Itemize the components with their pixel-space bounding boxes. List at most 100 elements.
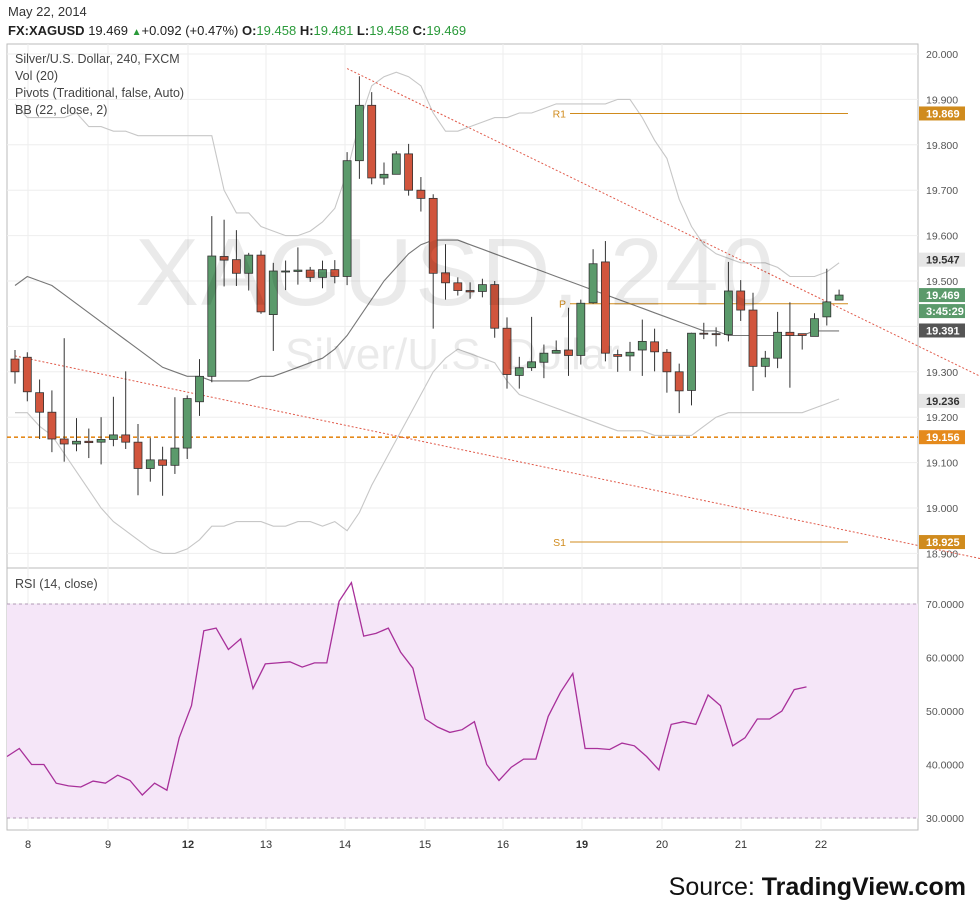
support-price-tag-bg (919, 430, 965, 445)
r1-price-tag: 19.869 (926, 108, 960, 120)
x-tick-label: 12 (182, 839, 194, 851)
series-title: Silver/U.S. Dollar, 240, FXCM (15, 52, 180, 66)
candle-body (35, 392, 44, 413)
source-prefix: Source: (668, 873, 762, 901)
candle-body (662, 351, 672, 373)
candle-body (281, 270, 291, 273)
candle-body (650, 341, 659, 353)
candle-body (219, 256, 229, 261)
candle-body (441, 272, 450, 284)
candle-body (428, 197, 438, 274)
rsi-tick-label: 50.0000 (926, 706, 964, 718)
r1-price-tag-bg (919, 106, 965, 121)
close-label: C: (412, 23, 427, 38)
support-price-tag: 19.156 (926, 432, 960, 444)
candle-body (293, 269, 303, 272)
candle-body (576, 302, 586, 356)
price-tick-label: 18.900 (926, 548, 958, 560)
candle-body (637, 340, 647, 351)
bb-legend: BB (22, close, 2) (15, 103, 108, 117)
candle-body (613, 354, 623, 357)
candle-body (404, 153, 414, 191)
x-tick-label: 8 (25, 839, 31, 851)
pivot-label-P: P (559, 299, 566, 311)
candle-body (318, 269, 327, 278)
candle-body (22, 356, 32, 393)
pivot-label-S1: S1 (553, 537, 566, 549)
candle-body (268, 270, 278, 315)
symbol[interactable]: FX:XAGUSD (8, 23, 85, 38)
candle-body (256, 254, 266, 313)
candle-body (354, 104, 364, 162)
candle-body (379, 173, 389, 179)
candle-body (72, 440, 81, 445)
last-price-tag: 19.469 (926, 290, 960, 302)
source-brand[interactable]: TradingView.com (761, 873, 966, 901)
price-change: +0.092 (+0.47%) (141, 23, 239, 38)
candle-body (59, 438, 69, 445)
price-tick-label: 19.900 (926, 94, 958, 106)
candle-body (158, 459, 168, 466)
candle-body (736, 290, 746, 311)
price-tick-label: 19.300 (926, 367, 958, 379)
candle-body (748, 309, 758, 367)
watermark-symbol: XAGUSD, 240 (135, 219, 776, 326)
candle-body (822, 301, 832, 318)
rsi-tick-label: 70.0000 (926, 599, 964, 611)
candle-body (416, 189, 426, 199)
watermark-name: Silver/U.S. Dollar (285, 330, 620, 379)
bb-lower-line (15, 348, 840, 554)
x-tick-label: 15 (419, 839, 431, 851)
candle-body (465, 290, 475, 293)
x-tick-label: 19 (576, 839, 588, 851)
candle-body (724, 290, 733, 335)
candle-body (601, 261, 610, 354)
rsi-line (6, 580, 807, 796)
rsi-tick-label: 30.0000 (926, 813, 964, 825)
candle-body (527, 361, 536, 369)
countdown-tag: 3:45:29 (926, 306, 964, 318)
candle-body (330, 269, 340, 277)
candle-body (674, 371, 684, 392)
low-value: 19.458 (369, 23, 409, 38)
candle-body (109, 434, 118, 440)
chart-date: May 22, 2014 (8, 4, 87, 19)
candle-body (502, 327, 512, 375)
close-value: 19.469 (426, 23, 467, 38)
x-tick-label: 13 (260, 839, 272, 851)
candle-body (231, 259, 241, 274)
countdown-tag-bg (919, 304, 965, 319)
price-tick-label: 19.000 (926, 503, 958, 515)
price-tick-label: 19.100 (926, 458, 958, 470)
bb-lower-price-tag-bg (919, 393, 965, 408)
candle-body (773, 331, 782, 359)
candle-body (564, 349, 573, 356)
bb-upper-price-tag: 19.547 (926, 255, 960, 267)
up-arrow-icon: ▲ (131, 27, 142, 38)
candle-body (195, 375, 204, 403)
candle-body (539, 352, 549, 363)
candle-body (367, 104, 377, 179)
candle-body (797, 333, 807, 336)
x-tick-label: 21 (735, 839, 747, 851)
rsi-band (7, 604, 918, 818)
candle-body (625, 351, 635, 357)
x-tick-label: 14 (339, 839, 351, 851)
last-price-tag-bg (919, 288, 965, 303)
pivots-legend: Pivots (Traditional, false, Auto) (15, 86, 185, 100)
candle-body (244, 254, 254, 274)
rsi-tick-label: 40.0000 (926, 760, 964, 772)
s1-price-tag: 18.925 (926, 537, 960, 549)
x-tick-label: 22 (815, 839, 827, 851)
x-tick-label: 16 (497, 839, 509, 851)
candle-body (588, 263, 598, 304)
candle-body (699, 332, 709, 335)
candle-body (490, 284, 500, 329)
open-value: 19.458 (256, 23, 297, 38)
candle-body (391, 153, 401, 175)
price-tick-label: 19.500 (926, 276, 958, 288)
low-label: L: (356, 23, 370, 38)
open-label: O: (241, 23, 257, 38)
last-price: 19.469 (88, 23, 128, 38)
